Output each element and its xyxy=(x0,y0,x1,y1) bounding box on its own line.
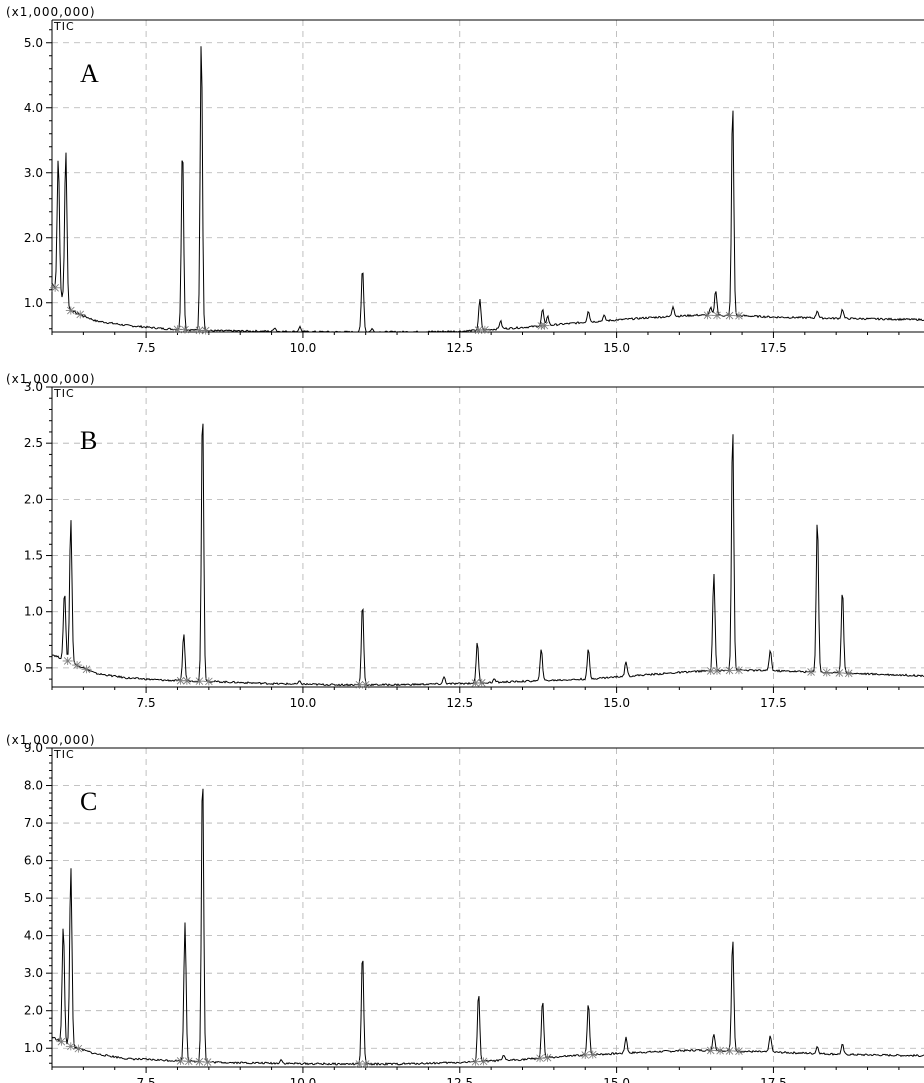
peak-marker xyxy=(203,677,214,686)
peak-marker xyxy=(711,666,722,675)
peak-marker xyxy=(724,666,735,675)
multiplier-label: (x1,000,000) xyxy=(6,5,96,19)
peak-marker xyxy=(733,666,744,675)
y-tick-label: 2.0 xyxy=(24,231,43,245)
x-tick-label: 17.5 xyxy=(760,696,787,710)
x-tick-label: 7.5 xyxy=(137,1076,156,1083)
y-tick-label: 8.0 xyxy=(24,779,43,793)
peak-marker xyxy=(843,669,854,678)
chart-panel-c: 1.0 2.0 3.0 4.0 5.0 6.0 7.0 8.0 9.0 7.5 10.0 12.5 15… xyxy=(6,733,924,1083)
peak-marker xyxy=(50,283,61,292)
chart-panel-b: 0.5 1.0 1.5 2.0 2.5 3.0 7.5 10.0 12.5 15.0 17.5 (x1… xyxy=(6,372,924,710)
peak-marker xyxy=(806,667,817,676)
multiplier-label: (x1,000,000) xyxy=(6,733,96,747)
peak-marker xyxy=(715,1046,726,1055)
x-tick-label: 10.0 xyxy=(290,696,317,710)
x-tick-label: 7.5 xyxy=(137,341,156,355)
y-tick-label: 9.0 xyxy=(24,741,43,755)
peak-marker xyxy=(181,676,192,685)
peak-marker xyxy=(179,325,190,334)
peak-marker xyxy=(56,1037,67,1046)
trace-label: TIC xyxy=(53,387,75,400)
peak-marker xyxy=(478,1057,489,1066)
peak-marker xyxy=(354,1059,365,1068)
y-tick-label: 2.0 xyxy=(24,492,43,506)
y-tick-label: 5.0 xyxy=(24,36,43,50)
peak-marker xyxy=(200,326,211,335)
y-tick-label: 7.0 xyxy=(24,816,43,830)
peak-marker xyxy=(724,1046,735,1055)
x-tick-label: 15.0 xyxy=(603,1076,630,1083)
x-tick-label: 12.5 xyxy=(446,1076,473,1083)
peak-marker xyxy=(73,1044,84,1053)
y-tick-label: 1.0 xyxy=(24,296,43,310)
panel-letter: C xyxy=(80,787,97,816)
x-tick-label: 10.0 xyxy=(290,341,317,355)
peak-marker xyxy=(202,1058,213,1067)
y-tick-label: 3.0 xyxy=(24,966,43,980)
peak-marker xyxy=(539,321,550,330)
peak-marker xyxy=(587,1050,598,1059)
x-tick-label: 12.5 xyxy=(446,696,473,710)
x-tick-label: 12.5 xyxy=(446,341,473,355)
x-tick-label: 7.5 xyxy=(137,696,156,710)
y-tick-label: 1.5 xyxy=(24,549,43,563)
peak-marker xyxy=(733,1047,744,1056)
peak-marker xyxy=(360,1059,371,1068)
peak-marker xyxy=(72,661,83,670)
tic-trace xyxy=(51,788,924,1066)
x-tick-label: 15.0 xyxy=(603,341,630,355)
x-tick-label: 17.5 xyxy=(760,1076,787,1083)
peak-marker xyxy=(535,1054,546,1063)
y-tick-label: 3.0 xyxy=(24,380,43,394)
y-tick-label: 2.0 xyxy=(24,1004,43,1018)
panel-letter: B xyxy=(80,426,97,455)
y-tick-label: 1.0 xyxy=(24,605,43,619)
y-tick-label: 4.0 xyxy=(24,101,43,115)
x-tick-label: 10.0 xyxy=(290,1076,317,1083)
peak-marker xyxy=(194,1057,205,1066)
x-tick-label: 15.0 xyxy=(603,696,630,710)
peak-marker xyxy=(65,1042,76,1051)
peak-marker xyxy=(479,325,490,334)
peak-marker xyxy=(183,1057,194,1066)
peak-marker xyxy=(175,1056,186,1065)
peak-marker xyxy=(705,1046,716,1055)
chart-panel-a: 1.0 2.0 3.0 4.0 5.0 7.5 10.0 12.5 15.0 17.5 (x1,00… xyxy=(6,5,924,355)
trace-label: TIC xyxy=(53,20,75,33)
tic-trace xyxy=(51,423,924,687)
y-tick-label: 6.0 xyxy=(24,854,43,868)
peak-marker xyxy=(65,306,76,315)
tic-trace xyxy=(51,46,924,333)
y-tick-label: 2.5 xyxy=(24,436,43,450)
peak-marker xyxy=(834,668,845,677)
peak-marker xyxy=(542,1053,553,1062)
multiplier-label: (x1,000,000) xyxy=(6,372,96,386)
y-tick-label: 1.0 xyxy=(24,1041,43,1055)
peak-marker xyxy=(702,311,713,320)
peak-marker xyxy=(733,311,744,320)
peak-marker xyxy=(724,311,735,320)
peak-marker xyxy=(821,668,832,677)
peak-marker xyxy=(75,310,86,319)
y-tick-label: 3.0 xyxy=(24,166,43,180)
y-tick-label: 5.0 xyxy=(24,891,43,905)
trace-label: TIC xyxy=(53,748,75,761)
y-tick-label: 4.0 xyxy=(24,929,43,943)
panel-letter: A xyxy=(80,59,99,88)
y-tick-label: 0.5 xyxy=(24,661,43,675)
x-tick-label: 17.5 xyxy=(760,341,787,355)
peak-marker xyxy=(476,678,487,687)
peak-marker xyxy=(360,680,371,689)
peak-marker xyxy=(711,311,722,320)
peak-marker xyxy=(194,677,205,686)
peak-marker xyxy=(62,656,73,665)
peak-marker xyxy=(81,665,92,674)
